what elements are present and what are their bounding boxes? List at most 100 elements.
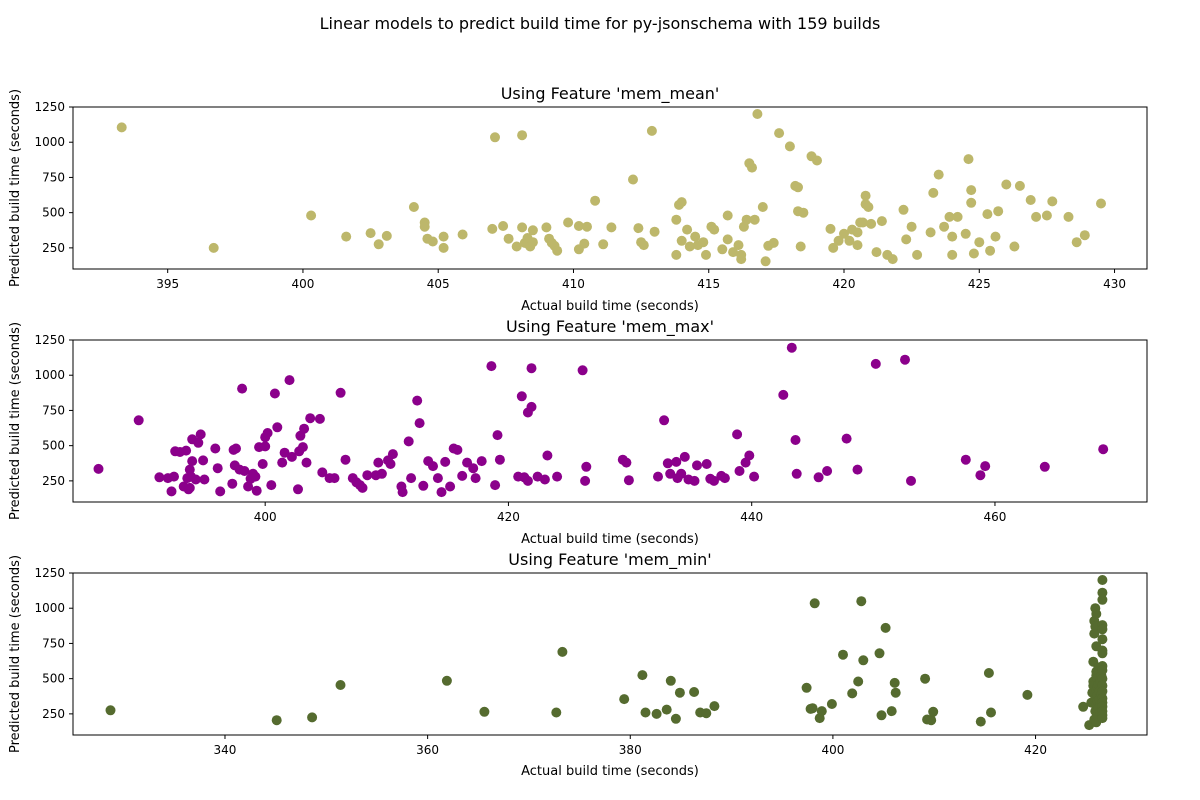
scatter-point [791,468,802,479]
scatter-point [651,708,662,719]
scatter-point [317,467,328,478]
scatter-point [412,395,423,406]
scatter-point [470,473,481,484]
y-axis-label: Predicted build time (seconds) [8,555,23,753]
scatter-point [195,429,206,440]
scatter-point [397,487,408,498]
x-tick-label: 400 [291,277,314,291]
scatter-point [871,247,882,258]
y-axis-label: Predicted build time (seconds) [8,89,23,287]
scatter-point [376,468,387,479]
scatter-point [844,235,855,246]
scatter-point [983,668,994,678]
scatter-point [272,422,283,433]
scatter-point [809,598,820,609]
scatter-point [262,428,273,438]
scatter-point [665,675,676,686]
x-tick-label: 360 [416,743,439,757]
scatter-point [271,715,282,726]
scatter-point [760,256,771,267]
scatter-point [933,169,944,180]
x-tick-label: 380 [619,743,642,757]
scatter-point [889,677,900,688]
scatter-point [445,481,456,492]
scatter-point [293,484,303,495]
scatter-point [621,457,632,468]
scatter-point [198,455,209,466]
scatter-point [199,474,210,485]
scatter-point [579,238,590,249]
scatter-point [786,342,797,353]
x-axis-label: Actual build time (seconds) [521,299,699,314]
scatter-point [1097,713,1108,724]
scatter-point [286,451,297,462]
scatter-point [701,249,711,260]
scatter-point [778,389,789,400]
y-tick-label: 250 [42,474,65,488]
x-tick-label: 420 [497,510,520,524]
scatter-point [526,401,537,412]
scatter-point [552,245,563,256]
scatter-point [926,715,937,726]
plot-frame [72,339,1148,503]
scatter-point [1047,196,1058,207]
scatter-point [866,218,877,229]
scatter-point [516,391,527,402]
scatter-point [248,468,258,479]
scatter-point [606,222,617,233]
scatter-point [709,701,720,712]
scatter-point [733,240,744,251]
scatter-point [690,231,701,242]
scatter-point [784,141,795,152]
scatter-point [284,375,295,386]
y-tick-label: 1250 [34,566,65,580]
scatter-point [736,249,747,260]
x-axis-label: Actual build time (seconds) [521,532,699,547]
scatter-point [838,649,848,660]
scatter-point [438,231,449,242]
x-tick-label: 410 [562,277,585,291]
scatter-point [874,648,885,659]
scatter-point [387,449,398,460]
scatter-point [795,241,806,252]
y-tick-label: 500 [42,672,65,686]
scatter-point [419,221,430,232]
scatter-point [573,221,584,231]
scatter-point [839,228,849,239]
scatter-point [492,430,503,441]
scatter-point [373,239,384,250]
scatter-point [580,475,591,486]
scatter-point [857,217,868,228]
scatter-point [928,187,939,198]
scatter-point [105,705,116,716]
scatter-point [890,687,901,698]
scatter-point [335,387,346,398]
scatter-point [876,710,887,721]
x-tick-label: 420 [833,277,856,291]
scatter-point [494,454,505,465]
scatter-point [790,435,801,445]
scatter-point [403,436,414,447]
scatter-point [676,235,687,246]
scatter-point [598,239,609,250]
scatter-point [1031,211,1042,222]
scatter-point [870,358,881,369]
scatter-point [828,242,839,253]
scatter-point [1063,211,1074,222]
plot-frame [72,572,1148,736]
scatter-point [1097,648,1108,659]
scatter-point [774,128,785,139]
scatter-point [886,706,897,717]
scatter-point [341,231,352,242]
scatter-point [517,222,528,233]
scatter-point [684,241,695,252]
scatter-point [671,214,682,225]
scatter-point [858,655,869,666]
scatter-point [863,202,874,212]
scatter-point [853,676,864,687]
y-tick-label: 750 [42,170,65,184]
scatter-point [373,457,384,468]
scatter-point [414,418,425,429]
scatter-point [257,459,268,469]
scatter-point [963,154,974,165]
